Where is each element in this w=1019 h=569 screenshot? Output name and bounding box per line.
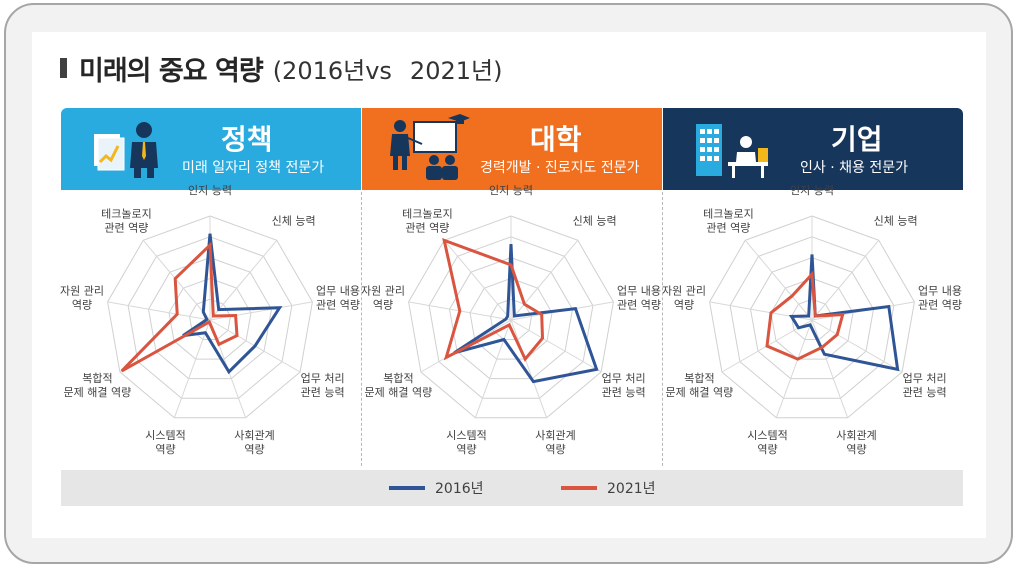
radar-axis-label: 업무 처리 관련 능력 [602, 372, 646, 399]
legend-item-2021: 2021년 [561, 470, 656, 506]
radar-spoke [209, 239, 278, 321]
radar-spoke [775, 319, 813, 418]
radar-grid-ring [127, 236, 293, 399]
title-sub-open: (2016년vs [272, 56, 392, 85]
legend-label: 2016년 [435, 481, 484, 497]
panel-title: 기업 [831, 123, 883, 156]
radar-grid-ring [428, 236, 594, 399]
radar-axis-label: 신체 능력 [874, 214, 918, 227]
radar-axis-label: 테크놀로지 관련 역량 [101, 207, 152, 234]
radar-axis-label: 테크놀로지 관련 역량 [703, 207, 754, 234]
radar-spoke [811, 319, 849, 418]
radar-spoke [811, 319, 903, 373]
radar-axis-label: 인지 능력 [790, 184, 834, 197]
radar-axis-label: 테크놀로지 관련 역량 [402, 207, 453, 234]
title-marker [60, 58, 67, 78]
radar-axis-label: 업무 내용 관련 역량 [617, 284, 661, 311]
legend-swatch [561, 486, 597, 490]
radar-series-2021 [120, 241, 239, 373]
panel-subtitle: 경력개발 · 진로지도 전문가 [480, 160, 640, 176]
page-title: 미래의 중요 역량 (2016년vs 2021년) [60, 48, 502, 88]
title-sub: (2016년vs 2021년) [273, 51, 503, 86]
radar-grid-ring [147, 257, 273, 380]
radar-axis-label: 업무 내용 관련 역량 [316, 284, 360, 311]
radar-axis-label: 인지 능력 [489, 184, 533, 197]
radar-axis-label: 업무 처리 관련 능력 [903, 372, 947, 399]
panel-subtitle: 인사 · 채용 전문가 [800, 160, 908, 176]
title-main: 미래의 중요 역량 [79, 55, 264, 87]
radar-spoke [443, 239, 512, 321]
radar-spoke [209, 301, 313, 321]
radar-axis-label: 인지 능력 [188, 184, 232, 197]
radar-series-2021 [765, 270, 845, 361]
radar-series-2016 [182, 233, 283, 375]
company-hr-icon [696, 124, 768, 178]
radar-grid-ring [729, 236, 895, 399]
university-lecture-icon [390, 114, 470, 180]
radar-axis-label: 자원 관리 역량 [662, 284, 706, 311]
radar-axis-label: 사회관계 역량 [535, 429, 575, 456]
legend-label: 2021년 [607, 481, 656, 497]
legend-item-2016: 2016년 [389, 470, 484, 506]
radar-grid-ring [770, 277, 854, 360]
radar-grid-ring [448, 257, 574, 380]
policy-expert-icon [94, 122, 158, 178]
radar-spoke [474, 319, 512, 418]
radar-axis-label: 시스템적 역량 [145, 429, 185, 456]
radar-spoke [510, 319, 602, 373]
radar-axis-label: 사회관계 역량 [234, 429, 274, 456]
radar-grid-ring [408, 215, 614, 419]
radar-spoke [744, 239, 813, 321]
radar-axis-label: 복합적 문제 해결 역량 [666, 372, 734, 399]
radar-axis-label: 자원 관리 역량 [60, 284, 104, 311]
radar-grid-ring [489, 298, 533, 340]
radar-axis-label: 복합적 문제 해결 역량 [64, 372, 132, 399]
radar-spoke [510, 319, 548, 418]
radar-grid-ring [749, 257, 875, 380]
legend: 2016년 2021년 [61, 470, 963, 506]
radar-axis-label: 자원 관리 역량 [361, 284, 405, 311]
radar-axis-label: 시스템적 역량 [446, 429, 486, 456]
radar-grid-ring [469, 277, 553, 360]
legend-swatch [389, 486, 425, 490]
radar-axis-label: 사회관계 역량 [836, 429, 876, 456]
panel-header-university: 대학 경력개발 · 진로지도 전문가 [362, 108, 662, 190]
radar-spoke [107, 301, 211, 321]
panel-header-policy: 정책 미래 일자리 정책 전문가 [61, 108, 361, 190]
radar-axis-label: 신체 능력 [573, 214, 617, 227]
radar-spoke [510, 239, 579, 321]
title-sub-close: 2021년) [409, 56, 503, 85]
radar-axis-label: 업무 처리 관련 능력 [301, 372, 345, 399]
radar-axis-label: 업무 내용 관련 역량 [918, 284, 962, 311]
radar-grid-ring [790, 298, 834, 340]
radar-grid-ring [107, 215, 313, 419]
radar-series-2016 [788, 254, 900, 372]
radar-grid-ring [709, 215, 915, 419]
radar-axis-label: 신체 능력 [272, 214, 316, 227]
radar-spoke [811, 239, 880, 321]
panel-divider [361, 192, 362, 466]
radar-series-2016 [453, 244, 599, 384]
panel-divider [662, 192, 663, 466]
radar-spoke [173, 319, 211, 418]
panel-title: 정책 [221, 123, 273, 156]
panel-title: 대학 [530, 123, 582, 156]
panel-subtitle: 미래 일자리 정책 전문가 [182, 160, 325, 176]
radar-axis-label: 시스템적 역량 [747, 429, 787, 456]
radar-axis-label: 복합적 문제 해결 역량 [365, 372, 433, 399]
radar-series-2021 [442, 237, 545, 362]
